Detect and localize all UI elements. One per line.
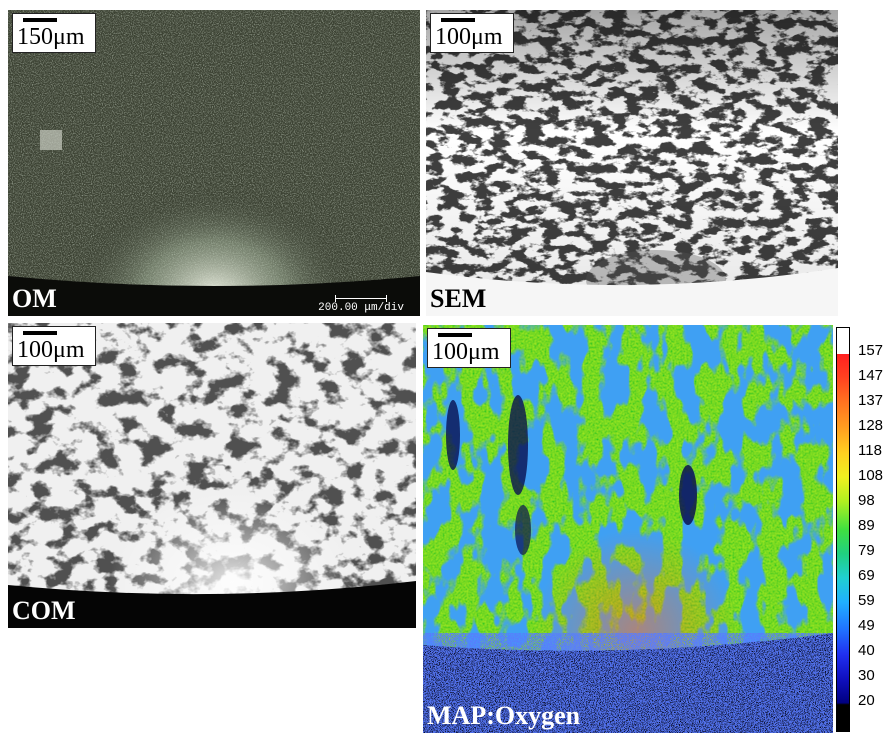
om-label: OM (12, 284, 57, 313)
sem-scale-label: 100μm (435, 24, 503, 50)
sem-label: SEM (430, 284, 487, 313)
colorbar-tick-label: 79 (858, 542, 875, 559)
com-scale-label: 100μm (17, 337, 85, 363)
com-scale-bar: 100μm (12, 326, 96, 366)
colorbar-tick-label: 49 (858, 617, 875, 634)
colorbar-tick-label: 20 (858, 692, 875, 709)
com-image (8, 323, 416, 628)
colorbar-tick-label: 30 (858, 667, 875, 684)
sem-micrograph: 100μm SEM (426, 10, 838, 316)
colorbar-tick-label: 157 (858, 342, 884, 359)
colorbar-tick-label: 137 (858, 392, 884, 409)
colorbar-tick-label: 128 (858, 417, 884, 434)
colorbar-tick-label: 98 (858, 492, 875, 509)
map-label: MAP:Oxygen (427, 701, 581, 730)
sem-scale-bar: 100μm (430, 13, 514, 53)
colorbar-tick-label: 108 (858, 467, 884, 484)
om-micrograph: 150μm 200.00 μm/div OM (8, 10, 420, 316)
scale-bar-line (441, 18, 475, 22)
colorbar-tick-label: 118 (858, 442, 882, 459)
scale-bar-line (438, 333, 472, 337)
oxygen-colorbar (836, 327, 850, 732)
map-scale-label: 100μm (432, 339, 500, 365)
scale-bar-line (23, 18, 57, 22)
om-scale-label: 150μm (17, 24, 85, 50)
om-scale-bar: 150μm (12, 13, 96, 53)
map-scale-bar: 100μm (427, 328, 511, 368)
scale-bar-line (23, 331, 57, 335)
om-instrument-scale-text: 200.00 μm/div (318, 302, 404, 314)
com-label: COM (12, 596, 76, 625)
colorbar-tick-label: 89 (858, 517, 875, 534)
om-image (8, 10, 420, 316)
colorbar-tick-label: 40 (858, 642, 875, 659)
colorbar-tick-label: 147 (858, 367, 884, 384)
colorbar-tick-label: 69 (858, 567, 875, 584)
sem-image (426, 10, 838, 316)
oxygen-map-image (423, 325, 833, 733)
om-instrument-scale: 200.00 μm/div (318, 295, 404, 314)
colorbar-tick-label: 59 (858, 592, 875, 609)
com-micrograph: 100μm COM (8, 323, 416, 628)
oxygen-map: 100μm MAP:Oxygen (423, 325, 833, 733)
instrument-scale-line (335, 295, 388, 302)
